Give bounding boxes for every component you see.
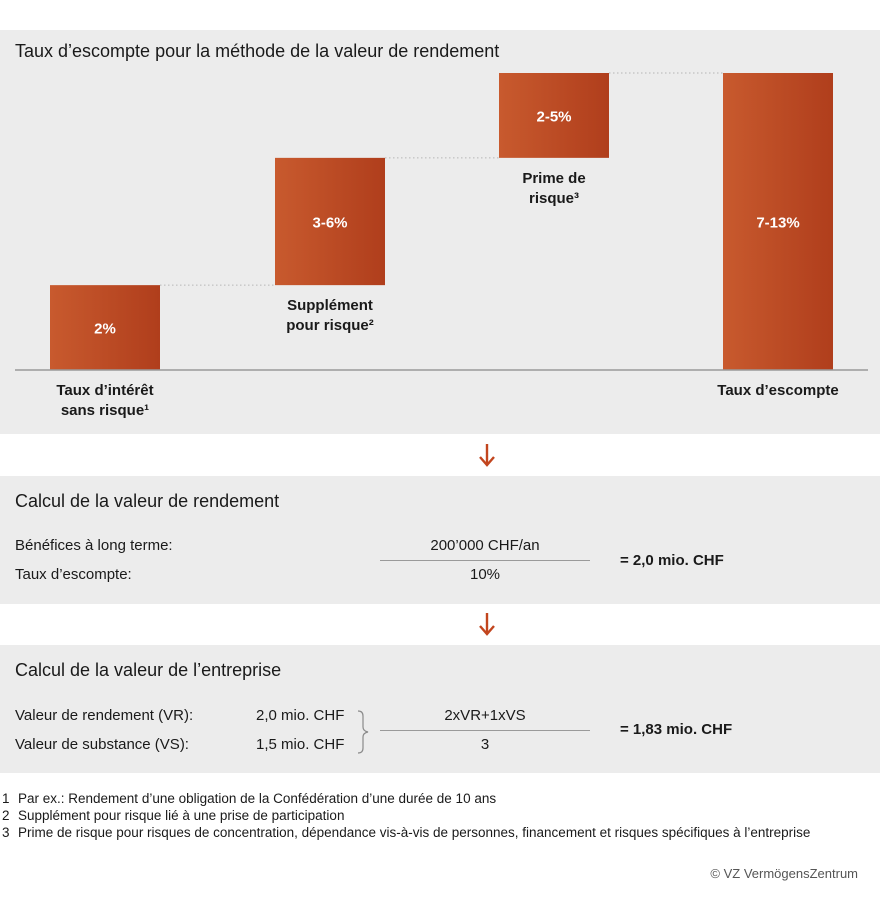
fraction-denominator: 10%: [469, 566, 501, 583]
substance-value-label: Valeur de substance (VS):: [15, 736, 189, 753]
fraction-numerator: 2xVR+1xVS: [444, 707, 526, 724]
bar-value-label: 7-13%: [756, 215, 799, 232]
bar-value-label: 2-5%: [536, 108, 571, 125]
enterprise-value-result: = 1,83 mio. CHF: [620, 721, 733, 738]
discount-rate-panel: Taux d’escompte pour la méthode de la va…: [0, 30, 880, 434]
copyright: © VZ VermögensZentrum: [710, 866, 858, 881]
bar-caption: Taux d’intérêt sans risque¹: [56, 382, 153, 419]
bar-value-label: 3-6%: [312, 215, 347, 232]
discount-rate-label: Taux d’escompte:: [15, 566, 132, 583]
footnote: 2 Supplément pour risque lié à une prise …: [2, 808, 345, 823]
waterfall-bar: [499, 73, 609, 158]
bar-caption: Supplément pour risque²: [286, 297, 374, 334]
long-term-profit-label: Bénéfices à long terme:: [15, 537, 173, 554]
substance-value-amount: 1,5 mio. CHF: [256, 736, 345, 753]
bar-caption: Prime de risque³: [522, 170, 585, 207]
enterprise-value-panel: Calcul de la valeur de l’entreprise Vale…: [0, 645, 880, 773]
waterfall-bar: [50, 285, 160, 370]
calc-title: Calcul de la valeur de rendement: [15, 491, 280, 511]
waterfall-chart: 2% 3-6% 2-5% 7-13% Taux d’intérêt sans risqu…: [15, 72, 868, 419]
fraction-bar: [380, 730, 590, 731]
waterfall-bar: [723, 73, 833, 370]
yield-value-result: = 2,0 mio. CHF: [620, 552, 724, 569]
footnote: 3 Prime de risque pour risques de concent…: [2, 825, 811, 840]
yield-value-label: Valeur de rendement (VR):: [15, 707, 194, 724]
yield-value-amount: 2,0 mio. CHF: [256, 707, 345, 724]
curly-brace-icon: [357, 710, 369, 754]
fraction-numerator: 200’000 CHF/an: [430, 537, 540, 554]
down-arrow-icon: [479, 613, 495, 636]
fraction-bar: [380, 560, 590, 561]
footnote: 1 Par ex.: Rendement d’une obligation de …: [2, 791, 497, 806]
bar-caption: Taux d’escompte: [717, 382, 838, 399]
yield-value-panel: Calcul de la valeur de rendement Bénéfic…: [0, 476, 880, 604]
footnotes: 1 Par ex.: Rendement d’une obligation de …: [0, 790, 880, 841]
down-arrow-icon: [479, 444, 495, 467]
bar-value-label: 2%: [94, 321, 116, 338]
waterfall-bar: [275, 157, 385, 286]
fraction-denominator: 3: [480, 736, 490, 753]
chart-title: Taux d’escompte pour la méthode de la va…: [15, 41, 500, 61]
enterprise-title: Calcul de la valeur de l’entreprise: [15, 660, 282, 680]
